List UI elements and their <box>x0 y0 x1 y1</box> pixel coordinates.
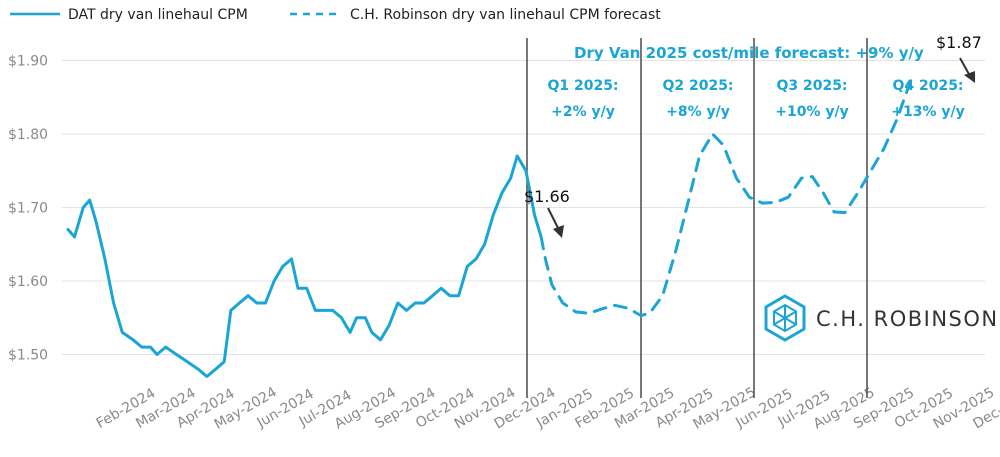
legend: DAT dry van linehaul CPM C.H. Robinson d… <box>10 7 661 23</box>
x-tick-labels: Feb-2024Mar-2024Apr-2024May-2024Jun-2024… <box>94 384 1000 433</box>
quarter-annotations: Q1 2025: +2% y/y Q2 2025: +8% y/y Q3 2025: +1… <box>547 78 964 120</box>
y-tick-label: $1.60 <box>8 274 48 290</box>
quarter-name: Q4 2025: <box>892 78 963 94</box>
legend-forecast-label: C.H. Robinson dry van linehaul CPM forec… <box>350 7 661 23</box>
callout-end-arrow <box>959 57 971 77</box>
actual-series-line <box>66 154 543 378</box>
y-tick-label: $1.90 <box>8 54 48 70</box>
forecast-series-line <box>539 81 912 317</box>
quarter-name: Q2 2025: <box>662 78 733 94</box>
y-tick-label: $1.80 <box>8 127 48 143</box>
y-tick-labels: $1.50 $1.60 $1.70 $1.80 $1.90 <box>8 54 48 364</box>
forecast-headline: Dry Van 2025 cost/mile forecast: +9% y/y <box>574 44 924 62</box>
grid-lines <box>62 60 985 355</box>
callout-end-value: $1.87 <box>936 33 982 52</box>
callout-start-value: $1.66 <box>524 187 570 206</box>
legend-actual-label: DAT dry van linehaul CPM <box>68 7 248 23</box>
callout-start: $1.66 <box>524 187 570 238</box>
quarter-change: +2% y/y <box>551 104 615 120</box>
brand-name: C.H. ROBINSON <box>816 307 999 331</box>
quarter-change: +13% y/y <box>891 104 964 120</box>
callout-end: $1.87 <box>936 33 982 83</box>
quarter-change: +8% y/y <box>666 104 730 120</box>
brand-logo: C.H. ROBINSON <box>764 294 999 342</box>
y-tick-label: $1.70 <box>8 201 48 217</box>
quarter-name: Q3 2025: <box>776 78 847 94</box>
y-tick-label: $1.50 <box>8 348 48 364</box>
series-lines <box>66 81 912 378</box>
chrobinson-logo-icon <box>764 294 806 342</box>
callout-end-arrowhead <box>964 71 975 83</box>
quarter-change: +10% y/y <box>775 104 848 120</box>
quarter-name: Q1 2025: <box>547 78 618 94</box>
callout-start-arrowhead <box>553 225 564 238</box>
quarter-dividers <box>526 38 868 398</box>
